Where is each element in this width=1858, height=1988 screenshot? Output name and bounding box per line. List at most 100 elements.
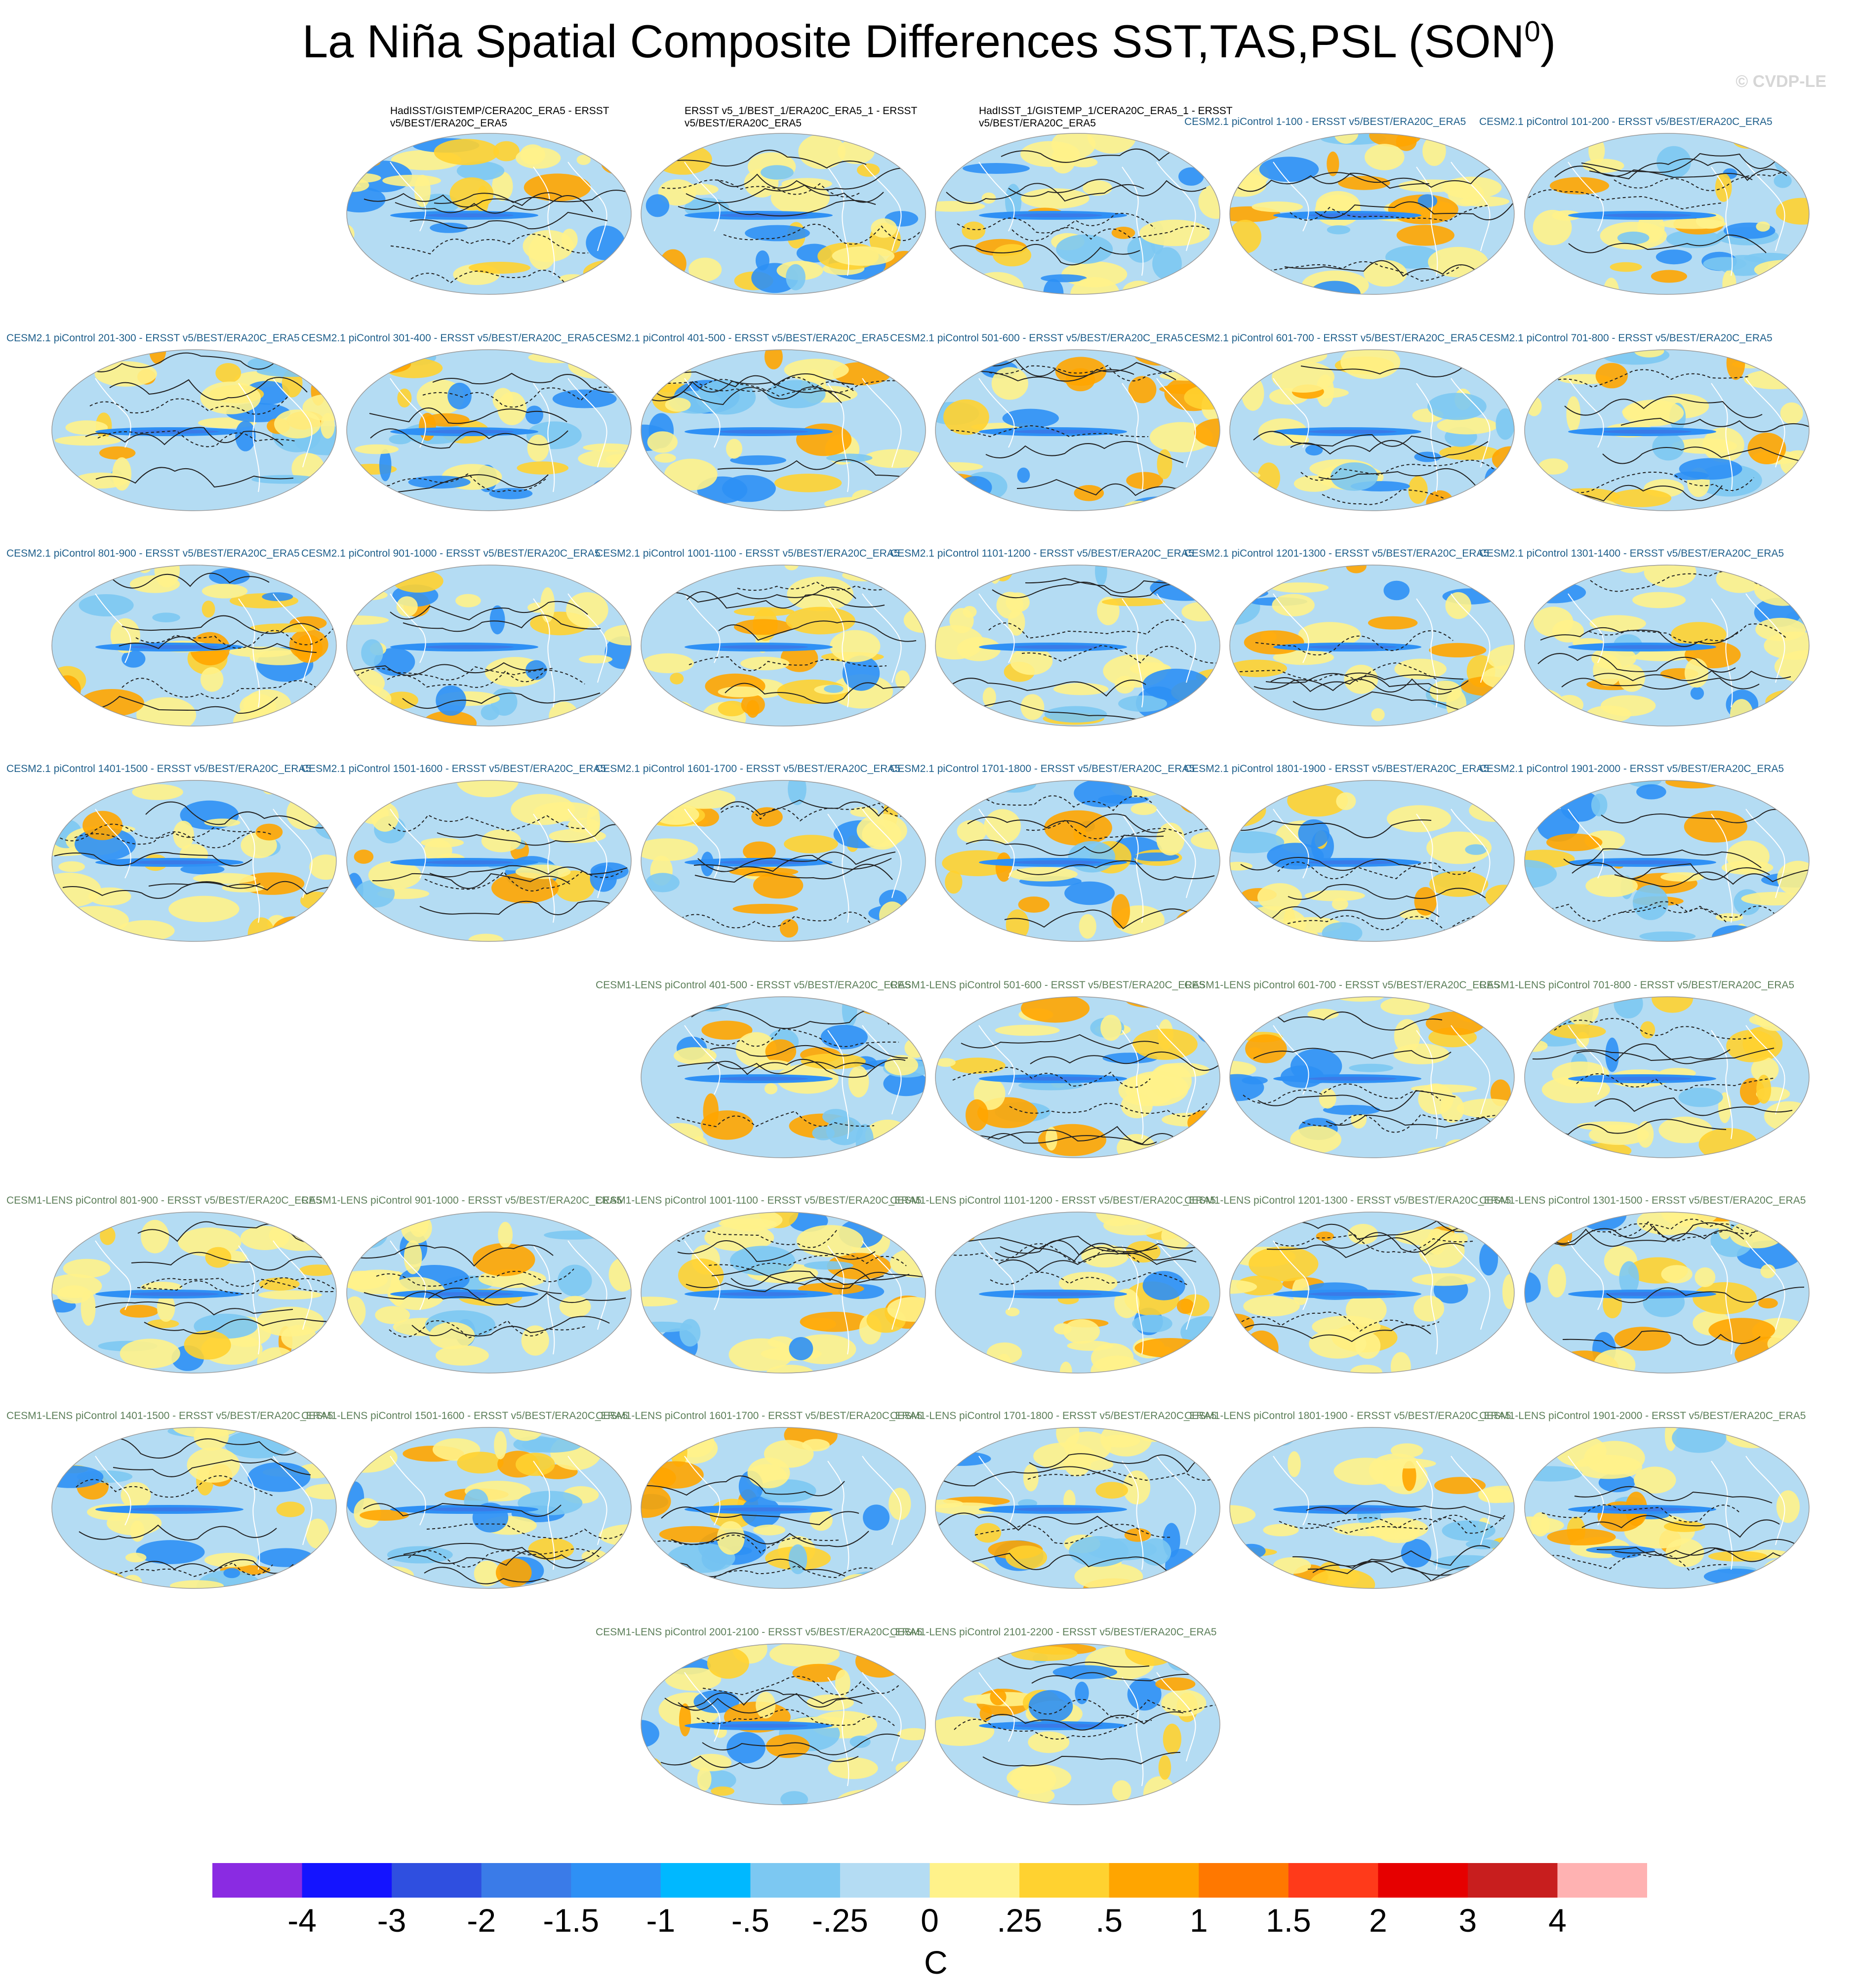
panel-label: CESM2.1 piControl 301-400 - ERSST v5/BES… <box>301 332 595 344</box>
title-superscript: 0 <box>1524 15 1540 48</box>
anomaly-patch <box>690 1753 732 1772</box>
psl-contour <box>402 692 601 709</box>
coastline <box>862 162 902 251</box>
psl-contour <box>1532 1049 1731 1061</box>
anomaly-patch <box>559 1296 591 1318</box>
anomaly-patch <box>740 656 790 670</box>
anomaly-patch <box>1140 1538 1171 1566</box>
anomaly-patch <box>1754 260 1809 280</box>
anomaly-patch <box>1603 278 1619 294</box>
anomaly-patch <box>1394 658 1447 680</box>
coastline <box>567 162 607 251</box>
psl-contour <box>387 1550 586 1569</box>
anomaly-patch <box>229 647 293 657</box>
anomaly-patch <box>1053 683 1109 695</box>
coastline <box>978 809 1015 879</box>
psl-contour <box>1601 809 1799 824</box>
map-panel: CESM2.1 piControl 1801-1900 - ERSST v5/B… <box>1184 763 1515 942</box>
anomaly-patch <box>489 605 505 635</box>
coastline <box>978 1025 1015 1095</box>
anomaly-patch <box>350 158 380 167</box>
coastline <box>684 809 721 879</box>
anomaly-patch <box>492 388 514 411</box>
anomaly-patch <box>862 1005 917 1016</box>
psl-contour <box>1315 201 1513 221</box>
psl-contour <box>959 1235 1158 1253</box>
psl-contour <box>723 224 922 245</box>
anomaly-patch <box>121 1482 151 1508</box>
anomaly-patch <box>1468 932 1497 941</box>
coastline <box>1122 813 1144 923</box>
anomaly-patch <box>646 194 670 217</box>
anomaly-patch <box>1309 1569 1375 1588</box>
psl-contour <box>652 380 851 399</box>
anomaly-patch <box>1426 831 1492 864</box>
anomaly-patch <box>766 1365 814 1373</box>
psl-contour <box>1306 1501 1504 1519</box>
coastline <box>1156 1240 1196 1330</box>
coastline <box>390 378 426 448</box>
anomaly-patch <box>404 1240 422 1274</box>
colorbar-segment <box>1378 1863 1468 1898</box>
anomaly-patch <box>1634 1466 1676 1494</box>
anomaly-patch <box>385 691 418 709</box>
anomaly-patch <box>1726 1030 1777 1062</box>
global-map <box>1229 780 1515 942</box>
anomaly-patch <box>935 625 984 660</box>
coastline <box>533 598 555 708</box>
map-panel: CESM1-LENS piControl 2101-2200 - ERSST v… <box>890 1626 1221 1806</box>
map-border <box>1524 780 1810 942</box>
anomaly-patch <box>447 382 472 409</box>
coastline <box>684 1456 721 1526</box>
psl-contour <box>1001 145 1199 163</box>
anomaly-patch <box>1652 997 1694 1013</box>
colorbar-tick-label: 4 <box>1548 1902 1567 1939</box>
psl-contour <box>686 1275 884 1293</box>
anomaly-patch <box>523 230 574 262</box>
coastline <box>1416 1461 1438 1570</box>
anomaly-patch <box>1230 997 1246 1012</box>
psl-contour <box>363 1502 562 1517</box>
anomaly-patch <box>1350 1365 1382 1373</box>
map-border <box>935 780 1220 942</box>
anomaly-patch <box>141 1219 169 1254</box>
coastline <box>1451 809 1491 898</box>
coastline <box>1273 593 1309 663</box>
anomaly-patch <box>1422 136 1446 166</box>
anomaly-patch <box>1380 997 1430 1015</box>
psl-contour <box>1021 645 1220 664</box>
anomaly-patch <box>1546 833 1603 852</box>
anomaly-patch <box>641 1321 692 1333</box>
anomaly-patch <box>1398 179 1466 192</box>
anomaly-patch <box>1434 1477 1486 1494</box>
psl-contour <box>1561 677 1760 690</box>
map-border <box>1524 349 1810 511</box>
anomaly-patch <box>1142 668 1210 701</box>
anomaly-patch <box>1287 785 1348 817</box>
coastline <box>1416 1030 1438 1139</box>
anomaly-patch <box>1021 997 1090 1023</box>
psl-contour <box>717 459 916 479</box>
psl-contour <box>408 1548 606 1568</box>
anomaly-patch <box>1401 1539 1431 1568</box>
anomaly-patch <box>1678 1088 1723 1107</box>
psl-contour <box>1030 1051 1220 1071</box>
coastline <box>567 593 607 683</box>
psl-contour <box>364 1283 562 1302</box>
psl-contour <box>696 1709 895 1726</box>
anomaly-patch <box>1197 1019 1220 1045</box>
anomaly-patch <box>789 1337 813 1360</box>
anomaly-patch <box>257 1306 324 1337</box>
anomaly-patch <box>693 1690 739 1713</box>
coastline <box>533 1245 555 1355</box>
psl-contour <box>950 425 1149 438</box>
colorbar-segment <box>302 1863 392 1898</box>
anomaly-patch <box>1189 1787 1220 1804</box>
psl-contour <box>661 179 860 198</box>
anomaly-patch <box>1651 270 1687 283</box>
anomaly-patch <box>826 1116 863 1145</box>
global-map <box>1524 133 1810 295</box>
anomaly-patch <box>1538 458 1569 475</box>
coastline <box>684 378 721 448</box>
anomaly-patch <box>704 1224 774 1251</box>
